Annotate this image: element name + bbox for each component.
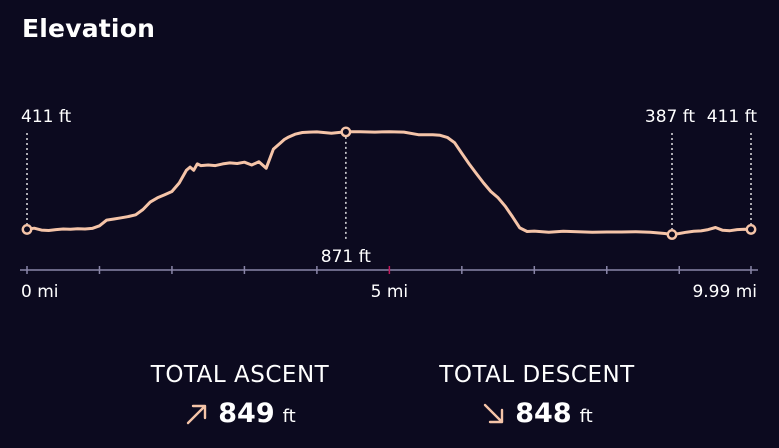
total-ascent-label: TOTAL ASCENT [150, 362, 330, 388]
total-descent-label: TOTAL DESCENT [439, 362, 635, 388]
total-ascent-unit: ft [282, 406, 296, 427]
annotation-point [745, 224, 757, 235]
annotation-label: 387 ft [645, 107, 696, 127]
annotation-point [340, 126, 352, 138]
annotation-label: 411 ft [21, 107, 72, 127]
chart-title: Elevation [22, 14, 156, 43]
annotation-point [666, 229, 678, 240]
total-descent-unit: ft [579, 406, 593, 427]
x-tick-label: 0 mi [21, 282, 59, 302]
x-tick-label: 5 mi [371, 282, 409, 302]
annotation-point [21, 224, 33, 235]
x-tick-label: 9.99 mi [692, 282, 757, 302]
total-descent-stat: TOTAL DESCENT 848 ft [407, 362, 667, 429]
total-ascent-stat: TOTAL ASCENT 849 ft [110, 362, 370, 429]
total-ascent-value: 849 [218, 398, 275, 429]
total-descent-value: 848 [515, 398, 572, 429]
elevation-line [25, 130, 753, 236]
annotation-label: 411 ft [707, 107, 758, 127]
annotation-label: 871 ft [321, 247, 372, 267]
arrow-down-right-icon [484, 403, 504, 423]
arrow-up-right-icon [187, 404, 207, 424]
elevation-chart: 0 mi 5 mi 9.99 mi 411 ft 871 ft 387 ft 411 ft [20, 107, 758, 302]
